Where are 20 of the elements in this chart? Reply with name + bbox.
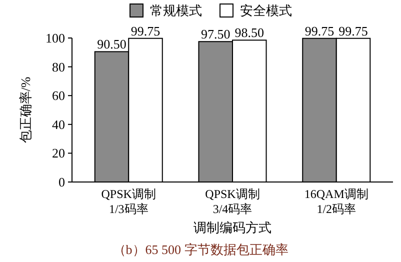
x-tick-label: 16QAM调制 1/2码率 [304, 187, 368, 216]
y-tick-label: 80 [52, 59, 65, 74]
data-label: 99.75 [304, 23, 334, 38]
y-axis-title: 包正确率/% [18, 76, 33, 144]
y-tick-label: 100 [46, 30, 65, 46]
data-label: 99.75 [338, 23, 368, 38]
data-label: 99.75 [130, 23, 160, 38]
y-tick-label: 0 [58, 174, 65, 190]
y-tick-label: 60 [52, 88, 65, 104]
data-label: 90.50 [97, 36, 126, 52]
y-tick-label: 40 [52, 116, 65, 132]
text: （b）65 500 字节数据包正确率 [112, 242, 288, 257]
x-tick-label: QPSK调制 3/4码率 [205, 187, 260, 216]
legend-label: 常规模式 [150, 3, 202, 18]
data-label: 97.50 [200, 26, 230, 42]
x-tick-label: QPSK调制 1/3码率 [101, 187, 156, 216]
legend-label: 安全模式 [240, 3, 292, 18]
x-axis-title: 调制编码方式 [194, 220, 272, 235]
data-label: 98.50 [234, 25, 264, 40]
y-tick-label: 20 [52, 146, 65, 161]
